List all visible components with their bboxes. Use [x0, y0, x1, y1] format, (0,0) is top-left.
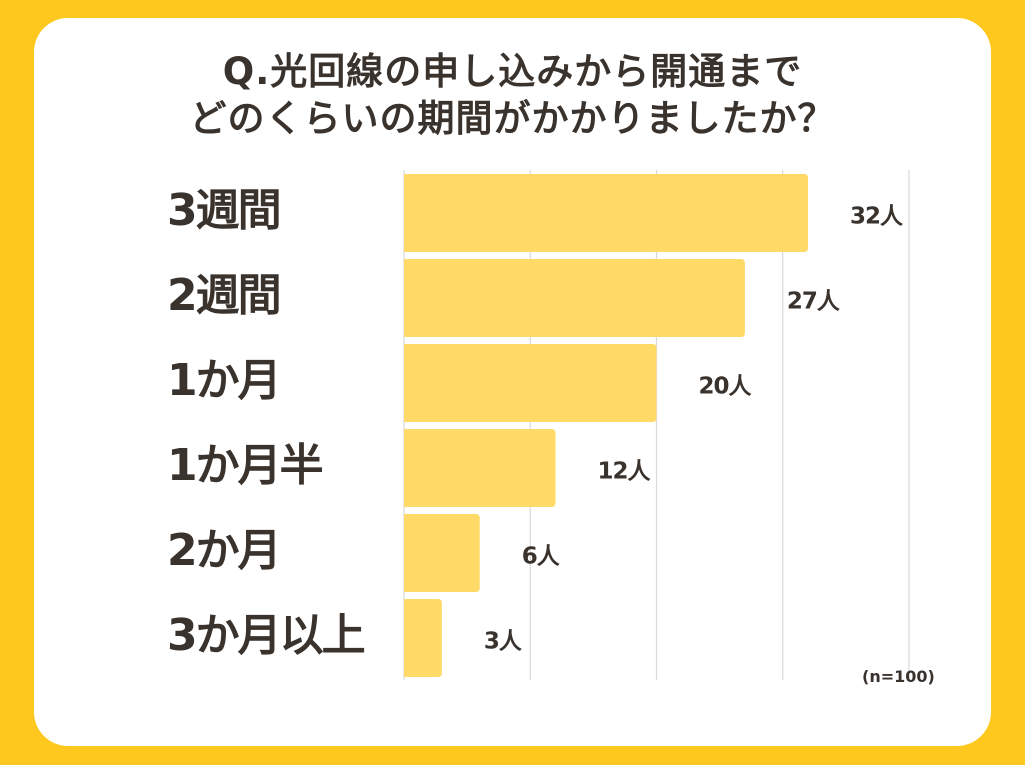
- bar-6: [404, 599, 442, 677]
- category-label-1: 3週間: [167, 185, 280, 236]
- value-label-4: 12人: [598, 459, 652, 485]
- category-label-4: 1か月半: [167, 440, 323, 491]
- value-label-5: 6人: [522, 544, 561, 570]
- bar-2: [404, 259, 745, 337]
- bar-1: [404, 174, 808, 252]
- bar-4: [404, 429, 556, 507]
- value-label-1: 32人: [850, 204, 904, 230]
- category-label-3: 1か月: [167, 355, 280, 406]
- bar-5: [404, 514, 480, 592]
- category-label-6: 3か月以上: [167, 610, 365, 661]
- category-label-2: 2週間: [167, 270, 280, 321]
- sample-size-note: (n=100): [862, 667, 935, 686]
- chart-title: Q.光回線の申し込みから開通まで どのくらいの期間がかかりましたか？: [0, 48, 1025, 142]
- value-label-6: 3人: [484, 629, 523, 655]
- category-label-5: 2か月: [167, 525, 280, 576]
- value-label-2: 27人: [787, 289, 841, 315]
- bar-3: [404, 344, 657, 422]
- title-line-2: どのくらいの期間がかかりましたか？: [189, 97, 836, 140]
- value-label-3: 20人: [699, 374, 753, 400]
- title-line-1: Q.光回線の申し込みから開通まで: [222, 50, 803, 93]
